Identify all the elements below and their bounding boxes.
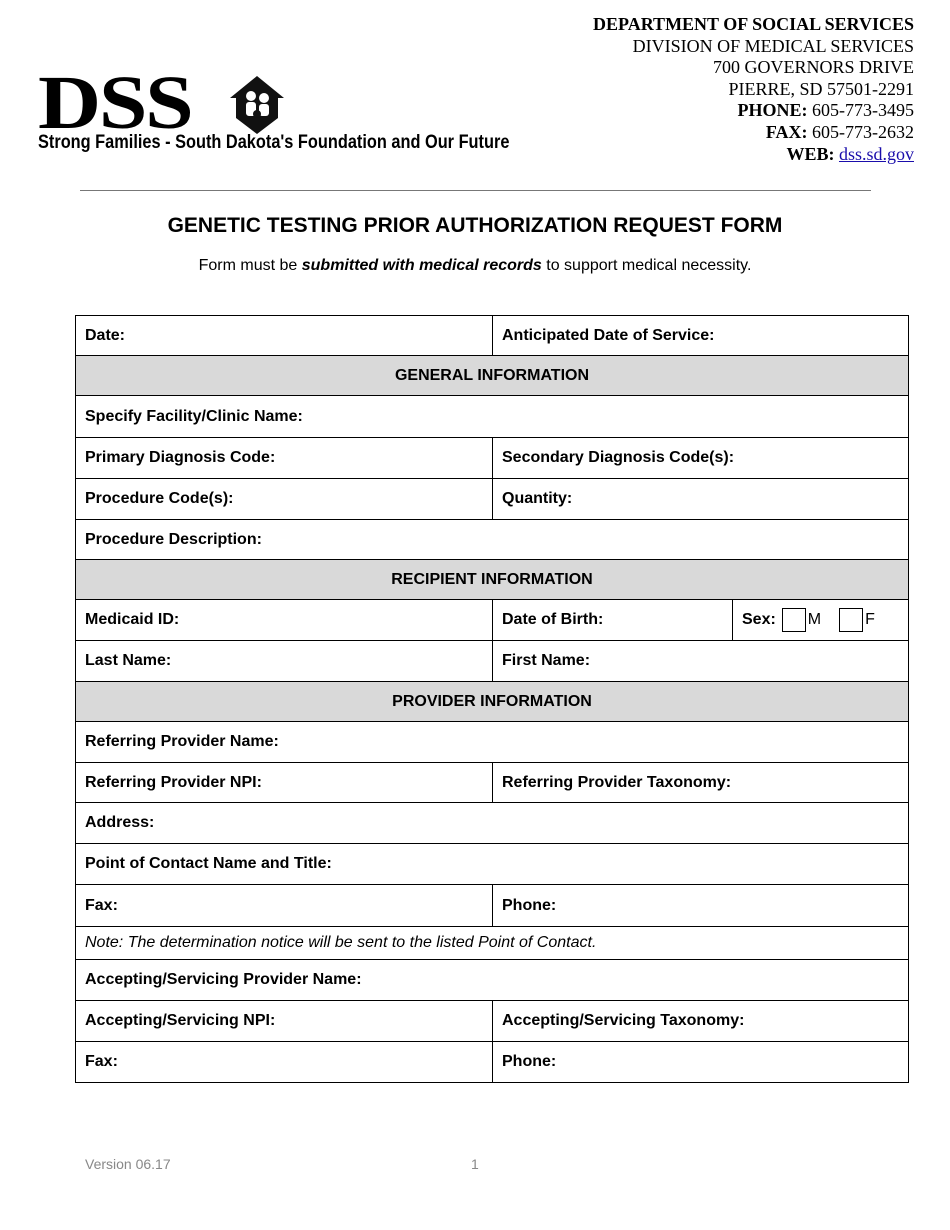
family-house-icon [230,76,284,134]
phone: 605-773-3495 [812,100,914,121]
referring-npi-field[interactable]: Referring Provider NPI: [75,762,493,803]
request-form: Date: Anticipated Date of Service: GENERA… [75,315,909,1083]
phone-label: PHONE: [737,100,808,121]
logo-letters: DSS [38,61,194,145]
address-field[interactable]: Address: [75,802,909,844]
form-subtitle: Form must be submitted with medical reco… [0,257,950,275]
subtitle-pre: Form must be [198,257,302,274]
date-field[interactable]: Date: [75,315,493,356]
web-label: WEB: [786,143,835,164]
page-number: 1 [471,1156,479,1172]
sex-m-checkbox[interactable] [781,608,806,632]
facility-field[interactable]: Specify Facility/Clinic Name: [75,395,909,438]
version: Version 06.17 [85,1156,171,1172]
sex-label: Sex: [742,611,776,629]
department: DEPARTMENT OF SOCIAL SERVICES [593,14,914,34]
sex-field: Sex: M F [732,599,909,641]
agency-address: DEPARTMENT OF SOCIAL SERVICES DIVISION O… [593,14,914,165]
fax-field[interactable]: Fax: [75,884,493,927]
accepting-name-field[interactable]: Accepting/Servicing Provider Name: [75,959,909,1001]
division: DIVISION OF MEDICAL SERVICES [632,35,914,56]
secondary-dx-field[interactable]: Secondary Diagnosis Code(s): [492,437,909,479]
poc-note: Note: The determination notice will be s… [75,926,909,960]
divider [80,190,871,191]
city: PIERRE, SD 57501-2291 [728,78,914,99]
sex-f-label: F [865,611,875,629]
subtitle-post: to support medical necessity. [541,257,752,274]
section-recipient: RECIPIENT INFORMATION [75,559,909,600]
subtitle-emphasis: submitted with medical records [301,257,542,274]
sex-f-checkbox[interactable] [839,608,864,632]
referring-name-field[interactable]: Referring Provider Name: [75,721,909,763]
poc-field[interactable]: Point of Contact Name and Title: [75,843,909,885]
accepting-taxonomy-field[interactable]: Accepting/Servicing Taxonomy: [492,1000,909,1042]
section-provider: PROVIDER INFORMATION [75,681,909,722]
fax-label: FAX: [765,121,808,142]
accepting-fax-field[interactable]: Fax: [75,1041,493,1083]
fax: 605-773-2632 [812,121,914,142]
accepting-npi-field[interactable]: Accepting/Servicing NPI: [75,1000,493,1042]
medicaid-id-field[interactable]: Medicaid ID: [75,599,493,641]
web-link[interactable]: dss.sd.gov [838,143,914,164]
logo-tagline: Strong Families - South Dakota's Foundat… [38,132,510,153]
dob-field[interactable]: Date of Birth: [492,599,733,641]
procedure-codes-field[interactable]: Procedure Code(s): [75,478,493,520]
procedure-description-field[interactable]: Procedure Description: [75,519,909,560]
accepting-phone-field[interactable]: Phone: [492,1041,909,1083]
phone-field[interactable]: Phone: [492,884,909,927]
last-name-field[interactable]: Last Name: [75,640,493,682]
primary-dx-field[interactable]: Primary Diagnosis Code: [75,437,493,479]
form-title: GENETIC TESTING PRIOR AUTHORIZATION REQU… [167,214,783,237]
dss-logo: DSS Strong Families - South Dakota's Fou… [38,61,586,154]
first-name-field[interactable]: First Name: [492,640,909,682]
anticipated-date-field[interactable]: Anticipated Date of Service: [492,315,909,356]
sex-m-label: M [807,611,822,629]
referring-taxonomy-field[interactable]: Referring Provider Taxonomy: [492,762,909,803]
quantity-field[interactable]: Quantity: [492,478,909,520]
section-general: GENERAL INFORMATION [75,355,909,396]
street: 700 GOVERNORS DRIVE [712,57,914,78]
